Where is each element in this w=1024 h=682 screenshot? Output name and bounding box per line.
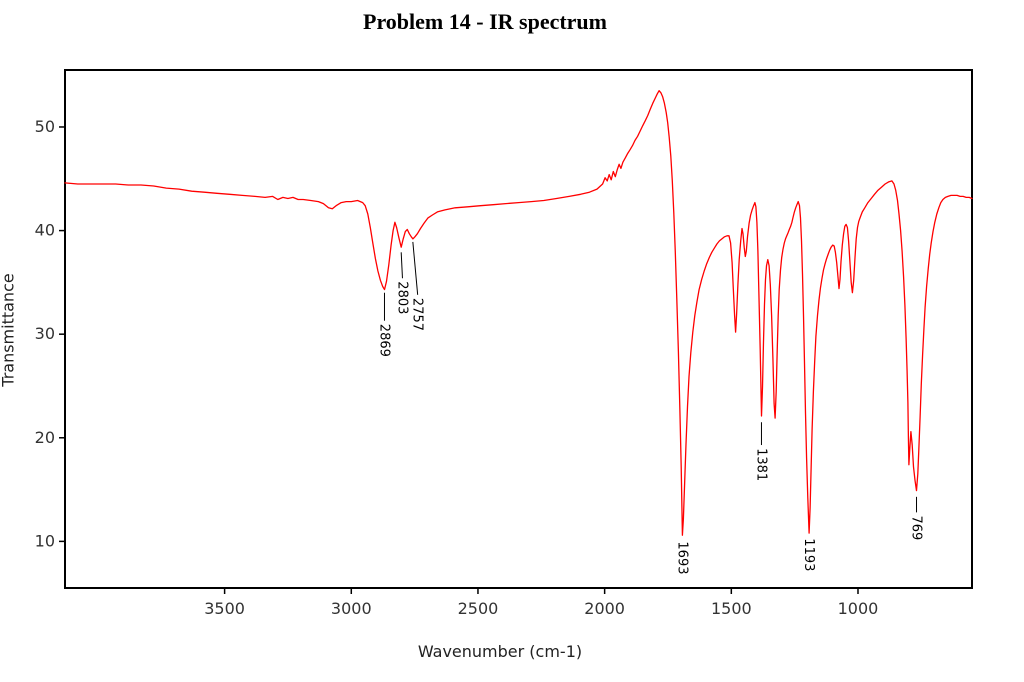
y-axis-label: Transmittance bbox=[0, 273, 18, 387]
x-tick-label: 3500 bbox=[204, 599, 245, 618]
x-tick-label: 1500 bbox=[711, 599, 752, 618]
peak-label: 1693 bbox=[674, 541, 689, 574]
spectrum-curve bbox=[64, 90, 973, 536]
peak-label: 2803 bbox=[395, 281, 410, 314]
x-axis-label: Wavenumber (cm-1) bbox=[417, 642, 583, 661]
x-tick-label: 2000 bbox=[584, 599, 625, 618]
y-tick-label: 40 bbox=[35, 221, 55, 240]
y-tick-label: 30 bbox=[35, 324, 55, 343]
x-tick-label: 1000 bbox=[838, 599, 879, 618]
y-tick-label: 50 bbox=[35, 117, 55, 136]
peak-label: 1381 bbox=[754, 448, 769, 481]
x-tick-label: 2500 bbox=[458, 599, 499, 618]
x-tick-label: 3000 bbox=[331, 599, 372, 618]
peak-label-leader bbox=[412, 241, 419, 295]
peak-label: 769 bbox=[909, 516, 924, 541]
peak-label: 2757 bbox=[410, 298, 425, 331]
peak-label: 2869 bbox=[377, 324, 392, 357]
y-tick-label: 20 bbox=[35, 428, 55, 447]
y-tick-label: 10 bbox=[35, 531, 55, 550]
peak-label-leader bbox=[400, 252, 403, 279]
chart-title: Problem 14 - IR spectrum bbox=[363, 9, 607, 34]
plot-border bbox=[64, 69, 973, 589]
peak-label: 1193 bbox=[801, 538, 816, 571]
